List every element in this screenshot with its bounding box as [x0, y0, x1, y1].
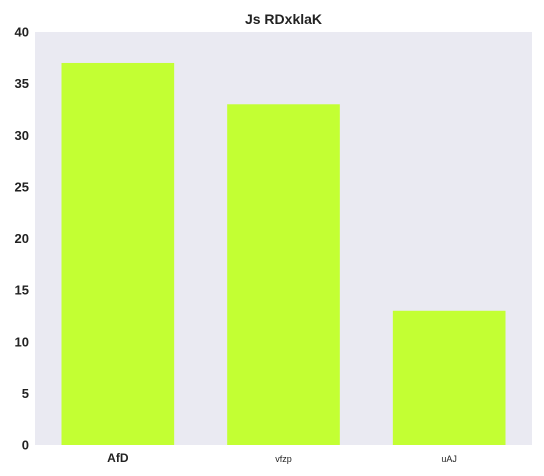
y-tick-label: 30 [15, 128, 29, 143]
x-tick-label: vfzp [275, 454, 292, 464]
y-tick-label: 35 [15, 76, 29, 91]
y-tick-label: 10 [15, 334, 29, 349]
y-tick-label: 20 [15, 231, 29, 246]
chart-title: Js RDxklaK [245, 11, 322, 27]
y-tick-label: 15 [15, 283, 29, 298]
y-tick-label: 40 [15, 25, 29, 40]
x-tick-label: uAJ [441, 454, 457, 464]
bar-afd [61, 62, 175, 445]
y-tick-label: 0 [22, 438, 29, 453]
bar-uaj [392, 310, 506, 445]
y-tick-label: 25 [15, 179, 29, 194]
y-tick-label: 5 [22, 386, 29, 401]
x-tick-label: AfD [107, 451, 129, 465]
bar-vfzp [227, 104, 340, 446]
